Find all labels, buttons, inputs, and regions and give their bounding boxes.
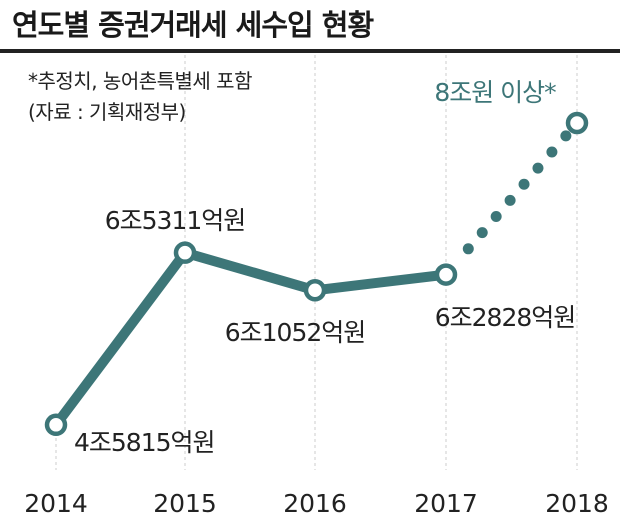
projection-dot [532,162,544,174]
note-source: (자료 : 기획재정부) [28,100,186,124]
series-lines [51,130,572,430]
note-estimate: *추정치, 농어촌특별세 포함 [28,69,252,93]
data-point-2015 [173,241,197,264]
data-label-2014: 4조5815억원 [74,428,215,457]
data-label-2016: 6조1052억원 [225,318,366,347]
notes: *추정치, 농어촌특별세 포함 (자료 : 기획재정부) [28,66,252,128]
data-labels: 4조5815억원 6조5311억원 6조1052억원 6조2828억원 8조원 이상* [74,78,576,457]
x-tick-2014: 2014 [24,489,88,518]
gridlines [55,55,578,470]
data-label-2015: 6조5311억원 [105,206,246,235]
data-point-2014 [44,413,68,437]
projection-dot [462,243,474,255]
series-line-actual [51,247,451,430]
data-points [44,111,589,437]
data-label-2018: 8조원 이상* [434,78,556,107]
title-divider [0,49,620,53]
data-point-2016 [303,279,327,302]
x-axis-ticks: 2014 2015 2016 2017 2018 [24,489,609,518]
x-tick-2016: 2016 [283,489,347,518]
projection-dot [476,227,488,239]
projection-dot [518,178,530,190]
data-point-2017 [434,263,458,286]
data-label-2017: 6조2828억원 [435,303,576,332]
x-tick-2015: 2015 [153,489,217,518]
projection-dot [546,146,558,158]
projection-dot [504,194,516,206]
projection-dot [490,211,502,223]
data-point-2018 [565,111,589,135]
x-tick-2018: 2018 [545,489,609,518]
projection-dot [560,130,572,142]
x-tick-2017: 2017 [414,489,478,518]
chart-title: 연도별 증권거래세 세수입 현황 [12,8,374,42]
